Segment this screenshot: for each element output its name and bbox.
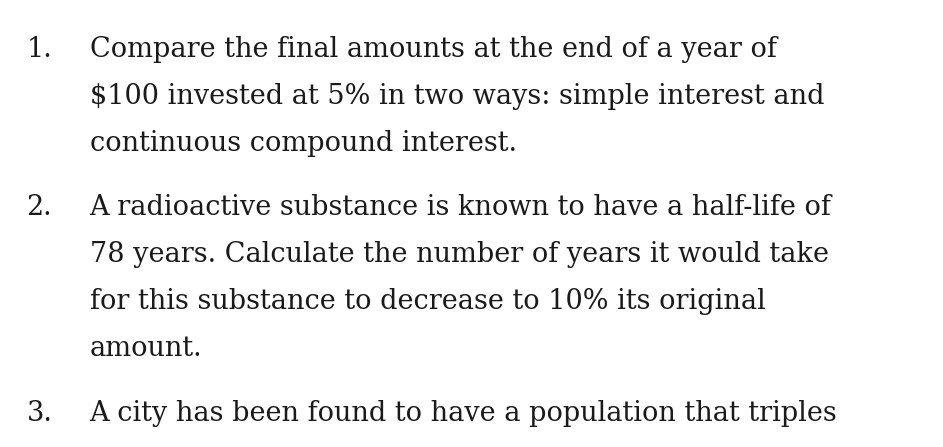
Text: $100 invested at 5% in two ways: simple interest and: $100 invested at 5% in two ways: simple … (90, 83, 824, 110)
Text: for this substance to decrease to 10% its original: for this substance to decrease to 10% it… (90, 288, 766, 315)
Text: 2.: 2. (26, 194, 52, 221)
Text: continuous compound interest.: continuous compound interest. (90, 130, 517, 156)
Text: A radioactive substance is known to have a half-life of: A radioactive substance is known to have… (90, 194, 832, 221)
Text: A city has been found to have a population that triples: A city has been found to have a populati… (90, 400, 837, 427)
Text: 78 years. Calculate the number of years it would take: 78 years. Calculate the number of years … (90, 241, 829, 268)
Text: 1.: 1. (26, 36, 52, 63)
Text: Compare the final amounts at the end of a year of: Compare the final amounts at the end of … (90, 36, 776, 63)
Text: amount.: amount. (90, 335, 202, 362)
Text: 3.: 3. (26, 400, 52, 427)
